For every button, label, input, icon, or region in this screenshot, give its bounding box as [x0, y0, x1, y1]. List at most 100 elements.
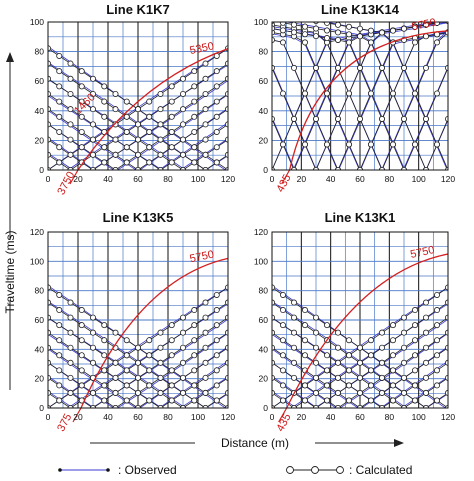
calculated-point: [112, 389, 119, 396]
calculated-point: [134, 359, 141, 366]
calculated-point: [101, 382, 108, 389]
calculated-point: [389, 90, 396, 97]
calculated-point: [279, 322, 286, 329]
calculated-point: [433, 39, 440, 46]
y-tick-label: 100: [254, 256, 268, 266]
calculated-point: [168, 382, 175, 389]
calculated-point: [56, 144, 63, 151]
calculated-point: [90, 314, 97, 321]
calculated-point: [411, 397, 418, 404]
calculated-point: [157, 374, 164, 381]
calculated-point: [90, 75, 97, 82]
calculated-point: [101, 159, 108, 166]
calculated-point: [202, 90, 209, 97]
calculated-point: [312, 33, 319, 40]
calculated-point: [67, 121, 74, 128]
calculated-point: [78, 83, 85, 90]
x-tick-label: 40: [103, 412, 113, 422]
calculated-point: [312, 359, 319, 366]
calculated-point: [335, 22, 341, 28]
calculated-point: [433, 337, 440, 344]
calculated-point: [56, 397, 63, 404]
calculated-point: [334, 64, 341, 71]
calculated-point: [146, 367, 153, 374]
y-axis-label: Traveltime (ms): [3, 231, 17, 314]
velocity-annotation: 435: [274, 172, 293, 194]
calculated-point: [400, 314, 407, 321]
calculated-point: [272, 359, 275, 366]
calculated-point: [67, 60, 74, 67]
calculated-point: [90, 90, 97, 97]
calculated-point: [67, 344, 74, 351]
calculated-point: [146, 144, 153, 151]
calculated-point: [179, 106, 186, 113]
calculated-point: [301, 397, 308, 404]
velocity-annotation: 5750: [189, 249, 215, 266]
x-tick-label: 20: [297, 412, 307, 422]
calculated-point: [400, 359, 407, 366]
calculated-point: [146, 113, 153, 120]
calculated-point: [389, 352, 396, 359]
calculated-point: [202, 75, 209, 82]
calculated-point: [356, 115, 363, 122]
calculated-point: [301, 382, 308, 389]
calculated-point: [67, 389, 74, 396]
calculated-point: [168, 337, 175, 344]
calculated-point: [433, 382, 440, 389]
x-tick-label: 80: [385, 412, 395, 422]
calculated-point: [367, 397, 374, 404]
calculated-point: [67, 329, 74, 336]
y-tick-label: 80: [35, 286, 45, 296]
calculated-point: [272, 344, 275, 351]
calculated-point: [279, 397, 286, 404]
x-tick-label: 0: [270, 174, 275, 184]
legend-calculated-marker: [286, 466, 294, 474]
calculated-point: [101, 352, 108, 359]
observed-branch: [272, 28, 405, 169]
calculated-point: [400, 115, 407, 122]
calculated-point: [90, 136, 97, 143]
y-tick-label: 100: [30, 17, 44, 27]
calculated-point: [422, 33, 429, 40]
velocity-annotation: 375: [55, 412, 74, 434]
calculated-point: [411, 23, 418, 30]
calculated-point: [202, 121, 209, 128]
y-tick-label: 20: [259, 135, 269, 145]
calculated-point: [67, 359, 74, 366]
calculated-point: [101, 144, 108, 151]
calculated-point: [123, 397, 130, 404]
calculated-point: [272, 314, 275, 321]
calculated-point: [179, 359, 186, 366]
x-tick-label: 0: [46, 174, 51, 184]
calculated-point: [213, 367, 220, 374]
calculated-point: [279, 141, 286, 148]
calculated-point: [179, 75, 186, 82]
calculated-point: [345, 367, 352, 374]
calculated-point: [290, 314, 297, 321]
calculated-point: [434, 22, 440, 26]
y-tick-label: 120: [30, 227, 44, 237]
observed-point: [271, 18, 274, 21]
calculated-point: [90, 329, 97, 336]
calculated-point: [56, 352, 63, 359]
observed-point: [304, 16, 307, 19]
y-tick-label: 40: [259, 344, 269, 354]
calculated-point: [213, 83, 220, 90]
calculated-point: [134, 151, 141, 158]
calculated-point: [123, 382, 130, 389]
calculated-point: [146, 337, 153, 344]
x-tick-label: 80: [163, 174, 173, 184]
calculated-point: [411, 307, 418, 314]
calculated-point: [78, 322, 85, 329]
calculated-point: [179, 136, 186, 143]
y-tick-label: 120: [254, 227, 268, 237]
calculated-point: [157, 90, 164, 97]
calculated-point: [323, 90, 330, 97]
calculated-point: [191, 337, 198, 344]
velocity-annotation: 5750: [411, 17, 437, 34]
calculated-point: [422, 329, 429, 336]
y-tick-label: 60: [35, 315, 45, 325]
calculated-point: [279, 307, 286, 314]
calculated-point: [279, 27, 286, 34]
calculated-point: [272, 25, 275, 32]
